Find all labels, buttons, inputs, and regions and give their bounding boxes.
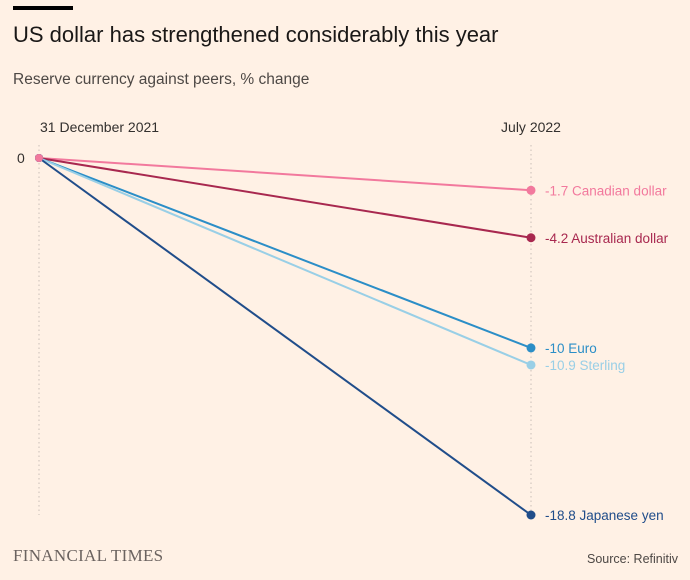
x-tick-label: 31 December 2021 bbox=[40, 119, 159, 135]
data-label-australian-dollar: -4.2 Australian dollar bbox=[545, 231, 669, 246]
end-point-canadian-dollar bbox=[526, 185, 536, 195]
ft-top-bar bbox=[13, 6, 73, 10]
series-line-australian-dollar bbox=[38, 157, 532, 239]
y-tick-label: 0 bbox=[17, 150, 25, 166]
end-point-sterling bbox=[526, 360, 536, 370]
series-line-japanese-yen bbox=[38, 157, 532, 516]
end-point-australian-dollar bbox=[526, 233, 536, 243]
chart-title: US dollar has strengthened considerably … bbox=[13, 22, 499, 47]
series-line-sterling bbox=[38, 157, 532, 366]
series-line-euro bbox=[38, 157, 532, 349]
source-note: Source: Refinitiv bbox=[586, 552, 678, 566]
data-label-euro: -10 Euro bbox=[545, 341, 597, 356]
ft-logo: FINANCIAL TIMES bbox=[13, 546, 164, 565]
data-label-japanese-yen: -18.8 Japanese yen bbox=[545, 508, 664, 523]
series-line-canadian-dollar bbox=[38, 157, 532, 192]
line-chart: 31 December 2021 July 2022 0 -1.7 Canadian … bbox=[17, 119, 669, 523]
x-tick-label: July 2022 bbox=[501, 119, 561, 135]
data-label-canadian-dollar: -1.7 Canadian dollar bbox=[545, 183, 667, 198]
start-point-top bbox=[35, 154, 43, 162]
end-point-japanese-yen bbox=[526, 510, 536, 520]
chart-subtitle: Reserve currency against peers, % change bbox=[13, 71, 310, 88]
data-label-sterling: -10.9 Sterling bbox=[545, 358, 625, 373]
end-point-euro bbox=[526, 343, 536, 353]
